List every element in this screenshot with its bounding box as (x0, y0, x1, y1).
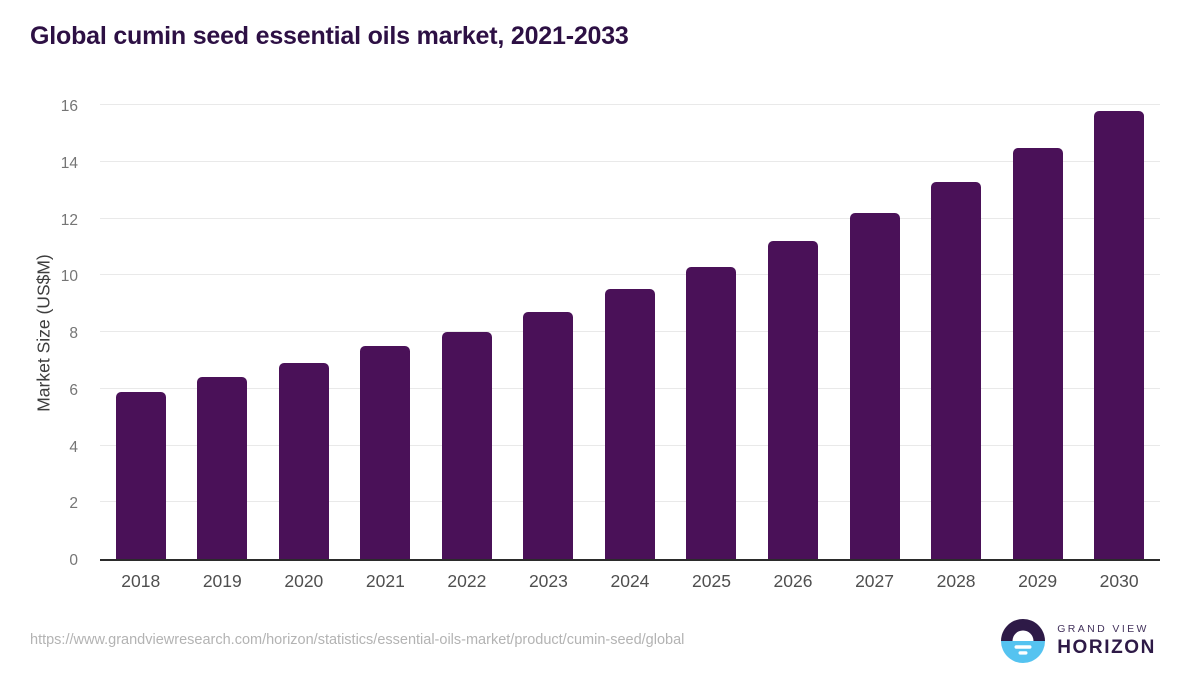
bar-2023 (523, 312, 574, 559)
bar-2028 (931, 181, 982, 559)
bar-2018 (115, 391, 166, 559)
bar-slot (997, 105, 1079, 559)
bar-2026 (768, 241, 819, 559)
plot-area (100, 104, 1160, 561)
chart-title: Global cumin seed essential oils market,… (30, 22, 629, 50)
y-tick-label: 8 (69, 325, 78, 342)
bar-slot (671, 105, 753, 559)
source-url: https://www.grandviewresearch.com/horizo… (30, 632, 685, 648)
gridline (100, 217, 1160, 219)
gridline (100, 274, 1160, 276)
bar-slot (508, 105, 590, 559)
bar-2019 (197, 377, 248, 559)
horizon-sun-logo-icon (1001, 619, 1046, 663)
x-axis-labels: 2018 2019 2020 2021 2022 2023 2024 2025 2026 2027… (100, 571, 1160, 592)
x-axis-label: 2028 (936, 571, 976, 591)
x-axis-label: 2025 (692, 571, 731, 591)
logo-text: GRAND VIEW HORIZON (1057, 623, 1156, 659)
x-axis-label: 2030 (1099, 571, 1139, 591)
x-axis-label: 2021 (365, 571, 405, 591)
x-axis-label: 2022 (447, 571, 487, 591)
bar-slot (1078, 105, 1160, 559)
bar-slot (589, 105, 671, 559)
y-tick-label: 12 (60, 211, 78, 229)
bar-2029 (1012, 147, 1063, 559)
x-axis-label: 2026 (773, 571, 813, 591)
bar-slot (834, 105, 916, 559)
x-axis-label: 2023 (528, 571, 568, 591)
bar-2021 (360, 346, 411, 559)
y-tick-label: 14 (60, 154, 78, 172)
y-tick-label: 4 (69, 438, 78, 456)
y-tick-label: 0 (69, 552, 78, 569)
y-axis-ticks: 0 2 4 6 8 10 12 14 16 (0, 98, 88, 569)
x-axis-label: 2020 (284, 571, 324, 591)
bar-2020 (278, 363, 329, 559)
gridline (100, 160, 1160, 162)
bar-2025 (686, 266, 737, 559)
logo-product-name: HORIZON (1057, 637, 1156, 658)
y-tick-label: 2 (69, 495, 78, 513)
bar-slot (100, 105, 182, 559)
y-tick-label: 6 (69, 381, 78, 399)
gridline (100, 104, 1160, 105)
bar-slot (263, 105, 345, 559)
bars-row (100, 105, 1160, 559)
y-tick-label: 10 (60, 268, 78, 286)
bar-slot (182, 105, 264, 559)
bar-2027 (849, 212, 900, 559)
grand-view-horizon-logo: GRAND VIEW HORIZON (1000, 618, 1156, 664)
bar-slot (915, 105, 997, 559)
bar-2030 (1094, 110, 1145, 559)
x-axis-label: 2024 (610, 571, 650, 591)
bar-slot (752, 105, 834, 559)
bar-slot (426, 105, 508, 559)
bar-2022 (441, 332, 492, 559)
bar-2024 (604, 289, 655, 559)
x-axis-label: 2019 (202, 571, 242, 591)
x-axis-label: 2029 (1018, 571, 1058, 591)
logo-brand-name: GRAND VIEW (1057, 623, 1149, 635)
y-tick-label: 16 (60, 98, 78, 115)
bar-slot (345, 105, 427, 559)
x-axis-label: 2018 (121, 571, 161, 591)
x-axis-label: 2027 (855, 571, 895, 591)
